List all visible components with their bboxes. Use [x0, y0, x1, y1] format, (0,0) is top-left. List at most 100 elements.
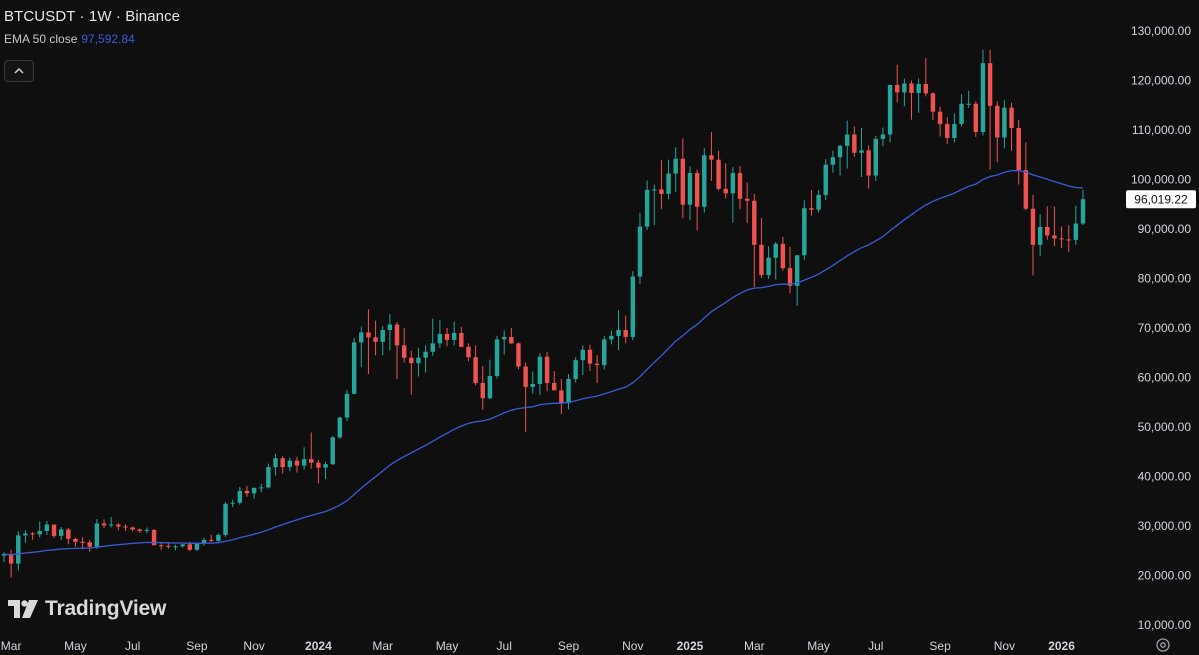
candle[interactable]: [723, 163, 728, 199]
candle[interactable]: [351, 337, 357, 395]
candle[interactable]: [787, 246, 793, 294]
candle[interactable]: [201, 537, 207, 546]
candle[interactable]: [116, 523, 121, 531]
candle[interactable]: [573, 357, 578, 383]
candle[interactable]: [559, 378, 564, 415]
candle[interactable]: [266, 463, 271, 489]
candle[interactable]: [609, 330, 614, 345]
candle[interactable]: [373, 320, 378, 356]
candle[interactable]: [108, 517, 114, 528]
candle[interactable]: [294, 456, 300, 473]
candle[interactable]: [523, 362, 528, 432]
candle[interactable]: [680, 138, 686, 219]
candle[interactable]: [401, 328, 407, 363]
candle[interactable]: [759, 218, 764, 279]
indicator-legend[interactable]: EMA 50 close 97,592.84: [4, 32, 180, 46]
candle[interactable]: [916, 78, 921, 113]
candle[interactable]: [887, 84, 893, 143]
candle[interactable]: [430, 318, 435, 356]
candle[interactable]: [1059, 226, 1064, 249]
collapse-legend-button[interactable]: [4, 60, 34, 82]
candle[interactable]: [516, 342, 521, 370]
candle[interactable]: [280, 456, 285, 474]
candle[interactable]: [366, 309, 371, 375]
candle[interactable]: [766, 246, 771, 279]
candle[interactable]: [23, 529, 28, 543]
candle[interactable]: [716, 150, 721, 191]
candle[interactable]: [952, 113, 957, 143]
candle[interactable]: [1080, 189, 1086, 226]
candle[interactable]: [794, 255, 800, 306]
candle[interactable]: [694, 169, 700, 231]
candle[interactable]: [1016, 120, 1021, 185]
candle[interactable]: [387, 314, 393, 351]
candle[interactable]: [137, 528, 142, 533]
candle[interactable]: [166, 543, 171, 549]
candle[interactable]: [1045, 206, 1050, 240]
candle[interactable]: [809, 190, 814, 216]
candle[interactable]: [773, 241, 778, 280]
candle[interactable]: [80, 537, 85, 550]
candle[interactable]: [330, 435, 335, 466]
candle[interactable]: [337, 416, 343, 439]
candle[interactable]: [344, 389, 350, 422]
symbol-title[interactable]: BTCUSDT · 1W · Binance: [4, 8, 181, 25]
candle[interactable]: [1023, 142, 1029, 211]
candle[interactable]: [909, 80, 914, 120]
candle[interactable]: [802, 200, 807, 260]
candle[interactable]: [702, 147, 707, 213]
candle[interactable]: [780, 236, 786, 271]
candle[interactable]: [501, 330, 507, 355]
candle[interactable]: [101, 519, 107, 528]
candle[interactable]: [58, 526, 64, 541]
candle[interactable]: [552, 371, 557, 391]
candle[interactable]: [852, 126, 857, 157]
candle[interactable]: [580, 345, 586, 376]
candle[interactable]: [930, 92, 936, 121]
candle[interactable]: [923, 58, 929, 97]
candle[interactable]: [1066, 225, 1071, 252]
candle[interactable]: [995, 101, 1000, 163]
candle[interactable]: [637, 212, 643, 284]
candle[interactable]: [509, 328, 514, 344]
candle[interactable]: [937, 106, 943, 137]
candle[interactable]: [323, 461, 328, 479]
candle[interactable]: [494, 335, 500, 379]
candle[interactable]: [130, 526, 135, 532]
candle[interactable]: [444, 328, 450, 347]
candle[interactable]: [223, 502, 228, 537]
candle[interactable]: [437, 320, 443, 348]
candle[interactable]: [987, 49, 993, 170]
candle[interactable]: [966, 90, 971, 108]
candle[interactable]: [487, 359, 493, 400]
candle[interactable]: [416, 347, 421, 377]
candle[interactable]: [1052, 206, 1057, 247]
candle[interactable]: [659, 160, 664, 210]
candle[interactable]: [380, 326, 385, 356]
candle[interactable]: [894, 64, 900, 103]
candle[interactable]: [216, 533, 221, 542]
candle[interactable]: [123, 524, 128, 531]
candle[interactable]: [630, 271, 636, 341]
candle[interactable]: [73, 537, 78, 547]
candle[interactable]: [1009, 102, 1014, 151]
candle[interactable]: [359, 326, 364, 368]
price-axis[interactable]: 130,000.00 120,000.00 110,000.00 100,000.00…: [1131, 24, 1191, 632]
candle[interactable]: [451, 321, 457, 346]
candle[interactable]: [37, 521, 42, 538]
candle[interactable]: [830, 150, 836, 173]
candle[interactable]: [902, 78, 907, 107]
candle[interactable]: [237, 486, 243, 505]
candle[interactable]: [602, 335, 607, 370]
candle[interactable]: [873, 135, 878, 181]
candle[interactable]: [866, 145, 871, 189]
candle[interactable]: [1030, 194, 1036, 276]
candle[interactable]: [473, 345, 478, 386]
candle[interactable]: [666, 159, 671, 200]
candle[interactable]: [816, 189, 821, 213]
candle[interactable]: [823, 159, 828, 201]
candle[interactable]: [44, 521, 50, 535]
candle[interactable]: [623, 315, 628, 344]
candle[interactable]: [230, 499, 235, 508]
